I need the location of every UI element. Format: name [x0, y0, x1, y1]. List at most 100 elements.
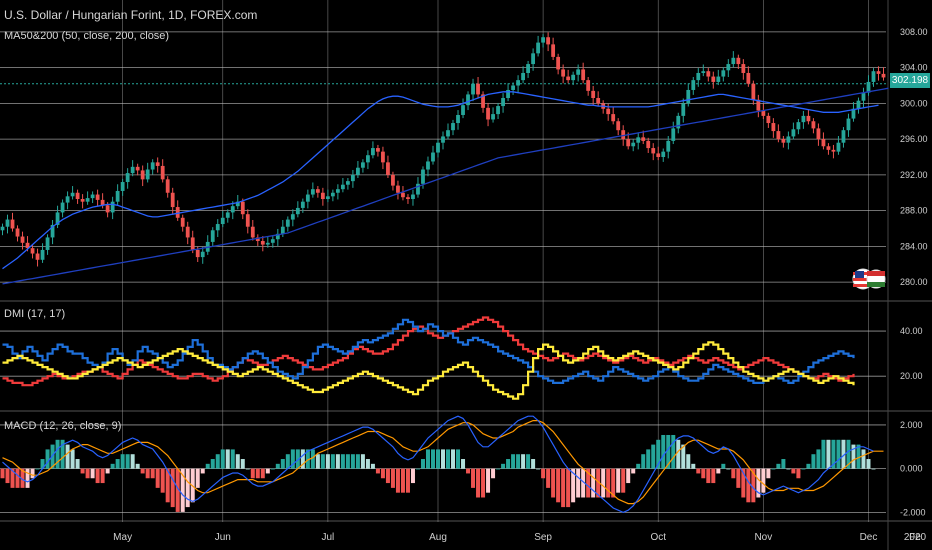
- macd-hist-bar-134: [671, 434, 676, 469]
- macd-hist-bar-163: [816, 449, 821, 469]
- price-tick-4: 292.00: [900, 170, 928, 180]
- macd-hist-bar-16: [80, 468, 85, 474]
- macd-hist-bar-121: [606, 468, 611, 498]
- macd-hist-bar-96: [481, 468, 486, 498]
- macd-hist-bar-63: [315, 454, 320, 469]
- candle-body-49: [245, 214, 250, 227]
- candle-body-127: [636, 137, 641, 143]
- candle-body-55: [275, 233, 280, 240]
- candle-body-22: [110, 201, 115, 213]
- macd-hist-bar-150: [751, 468, 756, 503]
- candle-body-117: [586, 80, 591, 91]
- last-price-tag: 302.198: [890, 73, 930, 88]
- candle-body-46: [230, 206, 235, 213]
- candle-body-167: [836, 142, 841, 152]
- macd-hist-bar-53: [265, 468, 270, 474]
- macd-hist-bar-130: [651, 444, 656, 469]
- ma200-line: [2, 87, 889, 285]
- candle-body-175: [876, 71, 881, 74]
- candle-body-33: [165, 179, 170, 193]
- macd-hist-bar-33: [165, 468, 170, 503]
- macd-hist-bar-166: [831, 439, 836, 469]
- macd-hist-bar-66: [330, 454, 335, 469]
- candle-body-161: [806, 115, 811, 122]
- candle-body-106: [531, 53, 536, 65]
- candle-body-165: [826, 146, 831, 150]
- candle-body-151: [756, 99, 761, 111]
- macd-hist-bar-164: [821, 439, 826, 469]
- candle-body-30: [150, 162, 155, 170]
- candle-body-146: [731, 57, 736, 65]
- macd-hist-bar-29: [145, 468, 150, 479]
- macd-hist-bar-154: [771, 468, 776, 470]
- candle-body-7: [35, 253, 40, 260]
- candle-body-66: [330, 192, 335, 197]
- candle-body-73: [366, 155, 370, 163]
- macd-hist-bar-173: [866, 459, 871, 469]
- candle-body-156: [781, 139, 786, 143]
- candle-body-173: [866, 81, 871, 93]
- candle-body-168: [841, 130, 846, 143]
- x-tick-May: May: [113, 532, 132, 543]
- macd-hist-bar-9: [45, 449, 50, 469]
- macd-hist-bar-113: [566, 468, 571, 508]
- candle-body-57: [285, 219, 290, 227]
- candle-body-140: [701, 71, 706, 73]
- minus-di-line: [2, 316, 855, 387]
- candle-body-121: [606, 108, 611, 115]
- macd-hist-bar-40: [200, 468, 205, 474]
- macd-hist-bar-126: [631, 468, 636, 474]
- macd-hist-bar-172: [861, 449, 866, 469]
- candle-body-115: [576, 69, 581, 75]
- macd-hist-bar-27: [135, 463, 140, 469]
- candle-body-86: [431, 152, 435, 162]
- candle-body-158: [791, 129, 796, 137]
- candle-body-169: [846, 118, 851, 131]
- macd-tick-1: 0.000: [900, 464, 923, 474]
- candle-body-76: [381, 151, 385, 163]
- candle-body-84: [421, 169, 425, 184]
- macd-hist-bar-61: [305, 449, 310, 469]
- macd-hist-bar-10: [50, 444, 55, 469]
- candle-body-4: [20, 236, 25, 243]
- macd-hist-bar-125: [626, 468, 631, 484]
- macd-hist-bar-128: [641, 454, 646, 469]
- macd-hist-bar-18: [90, 468, 95, 479]
- candle-body-21: [105, 205, 110, 213]
- macd-hist-bar-170: [851, 444, 856, 469]
- x-tick-2020: 2020: [904, 532, 927, 543]
- macd-hist-bar-157: [786, 468, 791, 470]
- candle-body-9: [45, 237, 50, 250]
- candle-body-153: [766, 115, 771, 124]
- candle-body-11: [55, 212, 60, 225]
- candle-body-112: [561, 69, 566, 77]
- candle-body-174: [871, 71, 876, 82]
- candle-body-59: [295, 207, 300, 215]
- macd-hist-bar-0: [0, 468, 5, 479]
- dmi-tick-0: 40.00: [900, 326, 923, 336]
- macd-hist-bar-43: [215, 454, 220, 469]
- candle-body-130: [651, 148, 656, 154]
- candle-body-82: [411, 194, 415, 200]
- candle-body-111: [556, 56, 561, 70]
- macd-hist-bar-98: [491, 468, 496, 479]
- candle-body-124: [621, 130, 626, 140]
- macd-hist-bar-114: [571, 468, 576, 503]
- candle-body-131: [656, 153, 661, 157]
- candle-body-38: [190, 237, 195, 250]
- candle-body-134: [671, 128, 676, 141]
- macd-hist-bar-120: [601, 468, 606, 498]
- macd-hist-bar-112: [561, 468, 566, 508]
- candle-body-88: [441, 136, 445, 143]
- macd-hist-bar-49: [245, 468, 250, 470]
- macd-hist-bar-54: [270, 468, 275, 470]
- macd-hist-bar-5: [25, 468, 30, 488]
- dmi-tick-1: 20.00: [900, 371, 923, 381]
- macd-hist-bar-144: [721, 463, 726, 469]
- x-tick-Jul: Jul: [321, 532, 334, 543]
- candle-body-123: [616, 121, 621, 131]
- macd-hist-bar-20: [100, 468, 105, 484]
- candle-body-68: [340, 184, 345, 190]
- macd-hist-bar-133: [666, 434, 671, 469]
